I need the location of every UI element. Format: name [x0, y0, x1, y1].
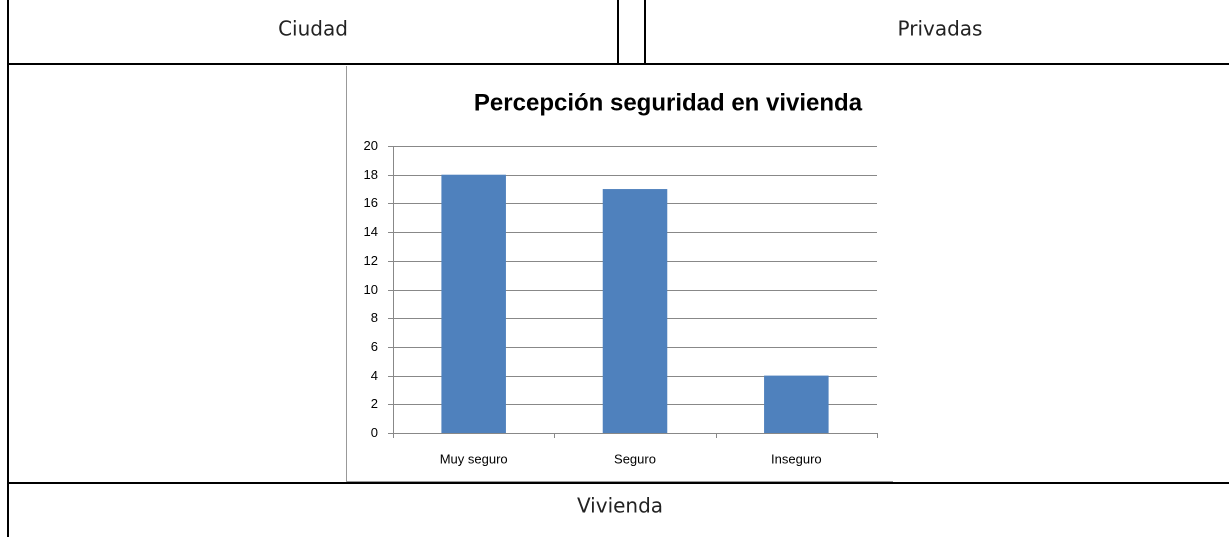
bar [764, 375, 829, 433]
y-tick-label: 2 [371, 396, 378, 411]
x-tick-label: Muy seguro [440, 451, 508, 466]
y-tick-label: 14 [364, 224, 378, 239]
bar [441, 174, 506, 433]
header-cell: Ciudad [278, 17, 348, 41]
y-tick-label: 10 [364, 282, 378, 297]
y-tick-label: 18 [364, 167, 378, 182]
y-tick-label: 8 [371, 310, 378, 325]
y-tick-label: 16 [364, 195, 378, 210]
caption: Vivienda [577, 494, 663, 518]
y-tick-label: 0 [371, 425, 378, 440]
header-cell: Privadas [898, 17, 983, 41]
y-tick-label: 6 [371, 339, 378, 354]
x-tick-label: Inseguro [771, 451, 822, 466]
y-tick-label: 12 [364, 253, 378, 268]
y-tick-label: 20 [364, 138, 378, 153]
bar [602, 189, 668, 433]
y-tick-label: 4 [371, 368, 378, 383]
x-tick-label: Seguro [614, 451, 656, 466]
chart-title: Percepción seguridad en vivienda [474, 89, 863, 116]
